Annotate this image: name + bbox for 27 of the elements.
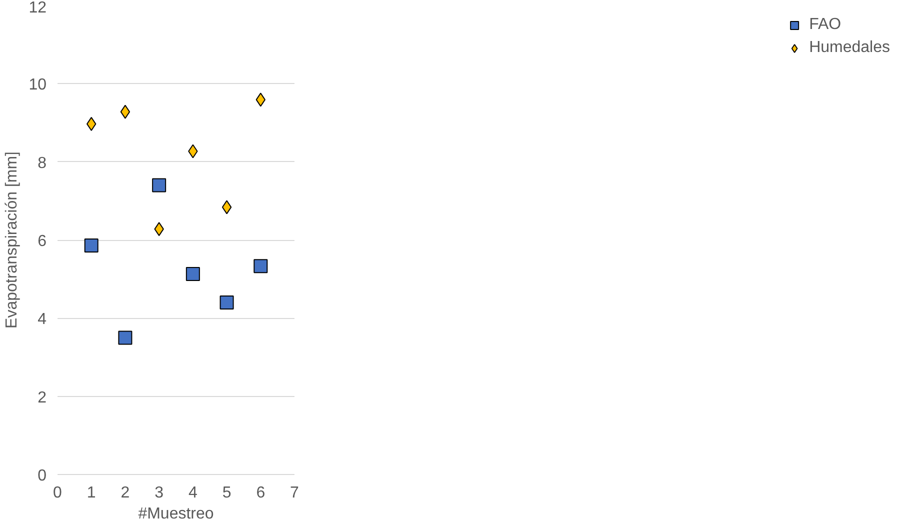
y-tick-label: 0 xyxy=(38,468,47,484)
y-tick-label: 12 xyxy=(28,0,47,16)
point xyxy=(186,267,200,282)
point xyxy=(118,330,132,345)
y-tick-label: 6 xyxy=(38,233,47,250)
point xyxy=(152,178,166,192)
point xyxy=(120,104,130,119)
x-tick-label: 0 xyxy=(53,484,62,502)
x-axis-title: #Muestreo xyxy=(138,506,214,522)
y-tick-label: 8 xyxy=(38,154,47,172)
x-tick-label: 6 xyxy=(256,484,266,502)
y-axis-title: Evapotranspiración [mm] xyxy=(4,152,21,328)
point xyxy=(220,296,234,310)
x-tick-label: 7 xyxy=(290,484,300,502)
x-tick-label: 1 xyxy=(86,484,96,502)
legend-label: Humedales xyxy=(809,39,890,57)
x-tick-label: 5 xyxy=(222,484,232,502)
legend-label: FAO xyxy=(809,16,842,34)
y-tick-label: 10 xyxy=(28,76,47,94)
x-tick-label: 3 xyxy=(154,484,164,502)
y-tick-label: 2 xyxy=(38,389,47,406)
point xyxy=(222,200,232,214)
point xyxy=(84,238,98,252)
x-tick-label: 2 xyxy=(120,484,130,502)
point xyxy=(254,259,268,274)
y-tick-label: 4 xyxy=(38,311,47,328)
x-tick-label: 4 xyxy=(188,484,198,502)
